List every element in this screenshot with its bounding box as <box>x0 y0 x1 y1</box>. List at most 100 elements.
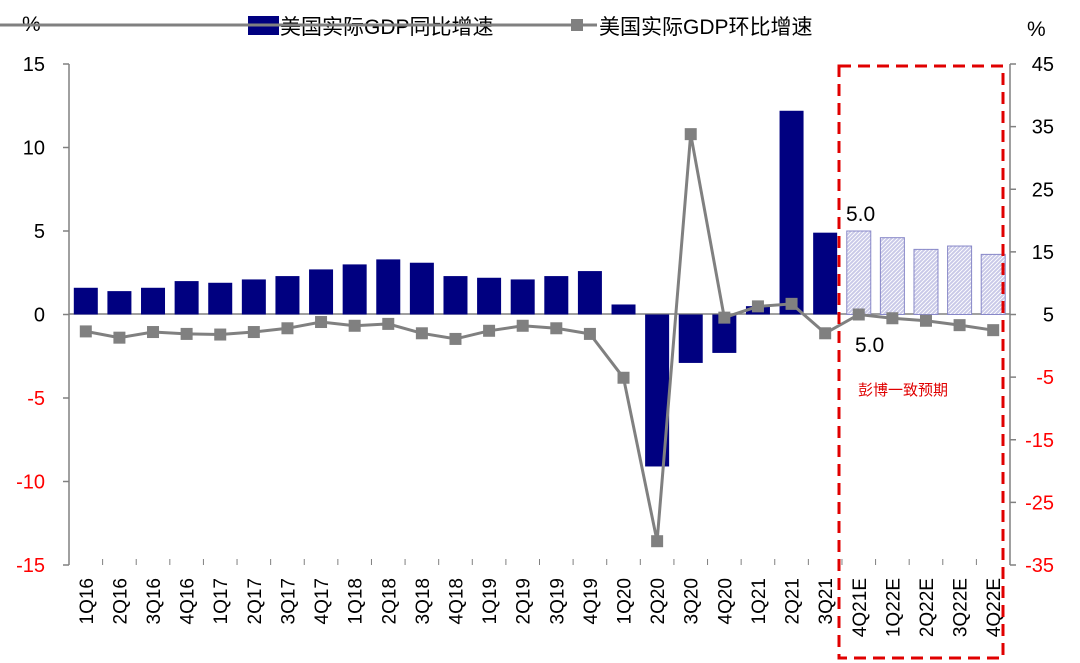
line-point-1Q22E <box>886 312 899 325</box>
left-tick-label: -5 <box>27 388 45 410</box>
bar-3Q18 <box>409 262 434 315</box>
x-category-label: 4Q17 <box>312 578 333 624</box>
x-category-label: 1Q21 <box>749 578 770 624</box>
left-tick-label: 0 <box>34 305 45 327</box>
line-point-1Q17 <box>214 328 227 341</box>
bar-3Q22E <box>947 245 973 315</box>
x-category-label: 4Q20 <box>715 578 736 624</box>
bar-2Q18 <box>376 259 401 315</box>
line-series <box>79 128 1000 548</box>
line-point-1Q18 <box>348 319 361 332</box>
line-point-2Q19 <box>516 319 529 332</box>
bar-1Q20 <box>611 304 636 315</box>
bar-4Q17 <box>309 269 334 315</box>
forecast-box-label: 彭博一致预期 <box>858 382 948 399</box>
line-point-3Q20 <box>684 128 697 141</box>
x-category-label: 3Q16 <box>144 578 165 624</box>
left-tick-label: 5 <box>34 221 45 243</box>
right-tick-label: 15 <box>1032 242 1054 264</box>
x-category-label: 4Q16 <box>178 578 199 624</box>
line-point-2Q16 <box>113 331 126 344</box>
bar-2Q22E <box>913 248 939 315</box>
bar-2Q17 <box>241 279 266 315</box>
bar-1Q19 <box>477 277 502 315</box>
bar-2Q16 <box>107 291 132 315</box>
bar-4Q19 <box>577 271 602 315</box>
right-tick-label: 45 <box>1032 54 1054 76</box>
line-point-2Q21 <box>785 297 798 310</box>
line-path <box>85 133 994 542</box>
line-point-3Q18 <box>415 327 428 340</box>
right-tick-label: -15 <box>1025 430 1054 452</box>
x-category-label: 1Q19 <box>480 578 501 624</box>
x-category-label: 4Q22E <box>984 578 1005 637</box>
x-category-label: 4Q18 <box>446 578 467 624</box>
line-point-3Q17 <box>281 322 294 335</box>
x-category-label: 4Q21E <box>850 578 871 637</box>
line-point-4Q16 <box>180 327 193 340</box>
x-category-label: 2Q20 <box>648 578 669 624</box>
x-category-label: 3Q17 <box>278 578 299 624</box>
x-category-label: 4Q19 <box>581 578 602 624</box>
line-point-3Q21 <box>819 327 832 340</box>
legend: 美国实际GDP同比增速 美国实际GDP环比增速 <box>0 16 813 39</box>
x-category-label: 3Q18 <box>413 578 434 624</box>
right-tick-label: -35 <box>1025 555 1054 577</box>
x-category-label: 1Q17 <box>211 578 232 624</box>
x-category-label: 2Q22E <box>917 578 938 637</box>
bar-3Q17 <box>275 276 300 315</box>
x-category-label: 3Q22E <box>951 578 972 637</box>
right-tick-label: -5 <box>1036 367 1054 389</box>
bar-3Q20 <box>678 314 703 363</box>
line-point-1Q21 <box>751 300 764 313</box>
line-point-1Q20 <box>617 371 630 384</box>
bar-3Q21 <box>813 232 838 315</box>
left-tick-label: 10 <box>23 138 45 160</box>
left-tick-label: -15 <box>16 555 45 577</box>
x-category-label: 2Q21 <box>783 578 804 624</box>
x-category-label: 3Q20 <box>682 578 703 624</box>
x-category-label: 1Q16 <box>77 578 98 624</box>
x-category-label: 1Q18 <box>346 578 367 624</box>
legend-bar-label: 美国实际GDP同比增速 <box>280 16 494 39</box>
left-tick-label: 15 <box>23 54 45 76</box>
x-category-label: 2Q19 <box>514 578 535 624</box>
line-point-4Q19 <box>583 327 596 340</box>
line-point-2Q22E <box>919 314 932 327</box>
bar-1Q16 <box>73 287 98 315</box>
right-tick-label: 25 <box>1032 179 1054 201</box>
bar-1Q22E <box>879 237 905 315</box>
line-point-4Q17 <box>315 316 328 329</box>
line-point-4Q18 <box>449 332 462 345</box>
line-data-label: 5.0 <box>855 334 884 357</box>
line-point-1Q19 <box>483 324 496 337</box>
right-tick-label: 5 <box>1043 305 1054 327</box>
right-tick-label: 35 <box>1032 117 1054 139</box>
bar-2Q19 <box>510 279 535 315</box>
right-axis-ticks: 45 35 25 15 5 -5 -15 -25 -35 <box>1010 54 1054 577</box>
bar-3Q16 <box>141 287 166 315</box>
right-tick-label: -25 <box>1025 492 1054 514</box>
legend-line-marker <box>571 19 583 31</box>
legend-line-label: 美国实际GDP环比增速 <box>599 16 813 39</box>
bar-1Q17 <box>208 282 233 315</box>
bar-2Q21 <box>779 110 804 315</box>
line-point-4Q22E <box>987 324 1000 337</box>
line-point-4Q21E <box>852 308 865 321</box>
line-point-2Q17 <box>247 326 260 339</box>
bar-3Q19 <box>544 276 569 315</box>
x-category-label: 2Q18 <box>379 578 400 624</box>
bar-1Q18 <box>342 264 367 315</box>
x-axis-categories: 1Q16 2Q16 3Q16 4Q16 1Q17 2Q17 3Q17 4Q17 1Q18 2Q18… <box>68 559 1011 637</box>
left-axis-ticks: 15 10 5 0 -5 -10 -15 <box>16 54 69 577</box>
left-tick-label: -10 <box>16 472 45 494</box>
bar-data-label: 5.0 <box>846 203 875 226</box>
bar-4Q18 <box>443 276 468 315</box>
x-category-label: 1Q22E <box>883 578 904 637</box>
line-point-3Q16 <box>147 326 160 339</box>
bar-series <box>73 110 1006 467</box>
bar-4Q22E <box>980 253 1006 316</box>
bar-4Q21E <box>846 230 872 315</box>
x-category-label: 3Q21 <box>816 578 837 624</box>
